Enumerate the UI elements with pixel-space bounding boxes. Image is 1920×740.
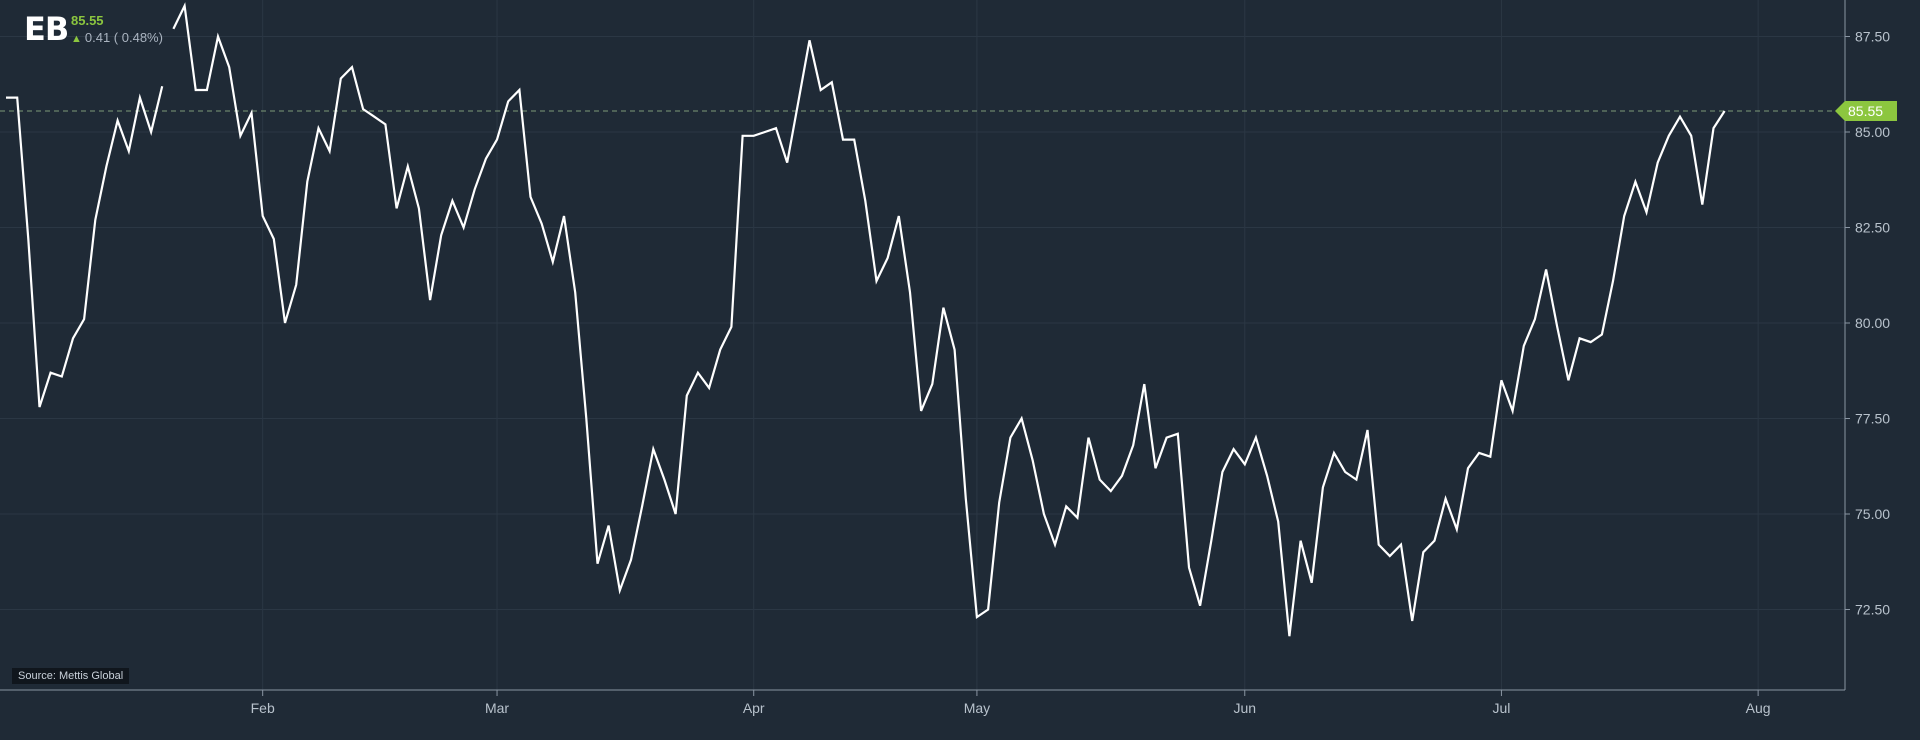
- source-label: Source: Mettis Global: [12, 668, 130, 684]
- y-tick-label: 75.00: [1855, 506, 1890, 522]
- y-axis-labels: 72.50 75.00 77.50 80.00 82.50 85.00 87.50: [1845, 29, 1890, 618]
- y-tick-label: 77.50: [1855, 411, 1890, 427]
- up-arrow-icon: ▲: [71, 33, 82, 45]
- x-tick-label: Aug: [1746, 700, 1771, 716]
- price-series-line: [6, 2, 1726, 637]
- last-price-badge-label: 85.55: [1848, 103, 1883, 119]
- price-change-value: 0.41 ( 0.48%): [84, 30, 163, 45]
- x-tick-label: Mar: [485, 700, 509, 716]
- chart-axes: [0, 0, 1846, 691]
- y-tick-label: 82.50: [1855, 220, 1890, 236]
- ticker-symbol: EB: [24, 10, 69, 48]
- y-tick-label: 87.50: [1855, 29, 1890, 45]
- price-change: ▲ 0.41 ( 0.48%): [71, 30, 163, 45]
- y-tick-label: 72.50: [1855, 602, 1890, 618]
- x-tick-label: Jun: [1233, 700, 1256, 716]
- last-price-marker: 85.55: [1835, 100, 1897, 121]
- grid-lines: [0, 0, 1845, 690]
- y-tick-label: 85.00: [1855, 124, 1890, 140]
- x-tick-label: Feb: [251, 700, 275, 716]
- y-tick-label: 80.00: [1855, 315, 1890, 331]
- x-tick-label: Apr: [743, 700, 765, 716]
- last-price: 85.55: [71, 13, 104, 28]
- x-tick-label: May: [964, 700, 990, 716]
- x-tick-label: Jul: [1492, 700, 1510, 716]
- x-axis-labels: Feb Mar Apr May Jun Jul Aug: [251, 690, 1771, 716]
- last-price-badge: [1835, 100, 1897, 121]
